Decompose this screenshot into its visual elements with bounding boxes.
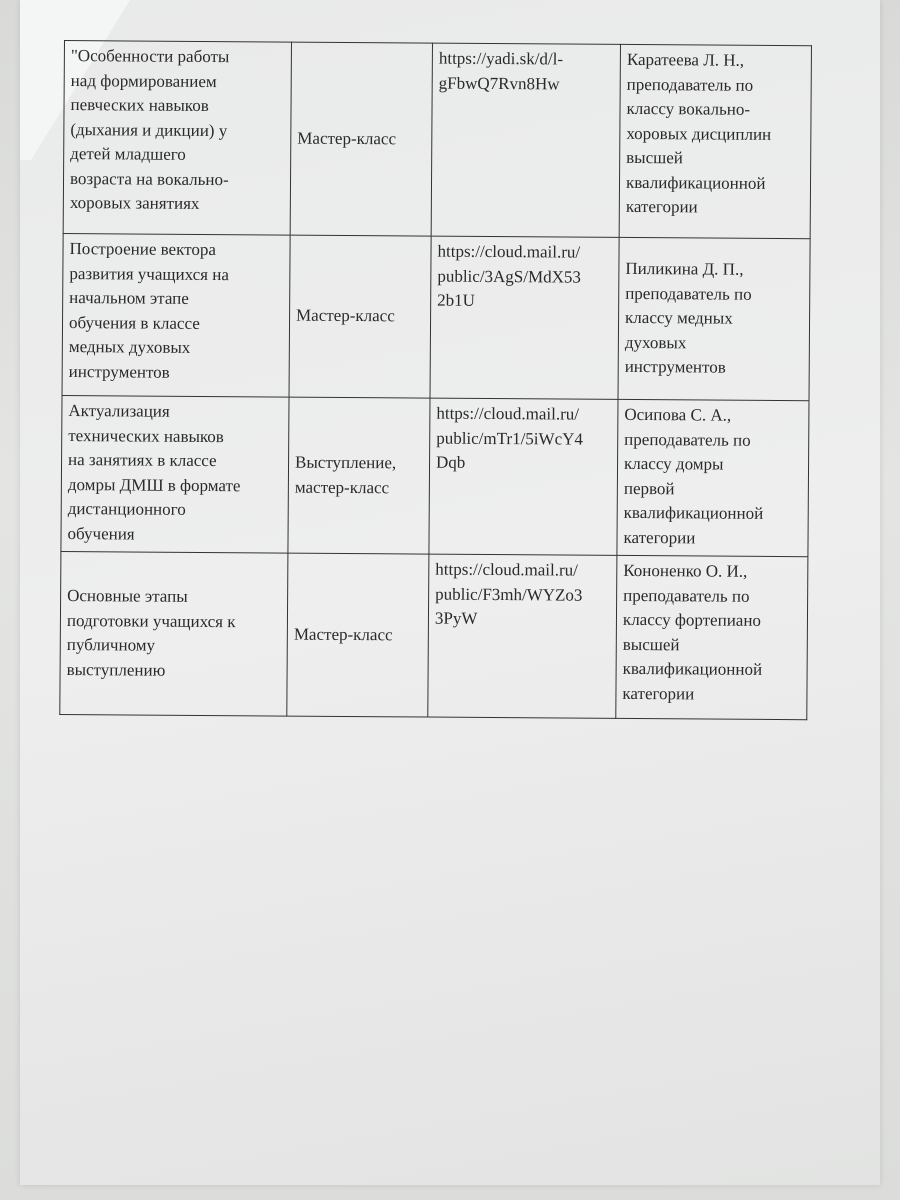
topic-cell: "Особенности работы над формированием пе… [63, 40, 292, 236]
topic-cell: Построение вектора развития учащихся на … [62, 233, 291, 398]
link-cell: https://cloud.mail.ru/ public/3AgS/MdX53… [430, 236, 620, 400]
link-cell: https://cloud.mail.ru/ public/F3mh/WYZo3… [427, 554, 617, 719]
table-row: "Особенности работы над формированием пе… [63, 40, 812, 239]
table-row: Актуализация технических навыков на заня… [60, 395, 809, 557]
author-cell: Кононенко О. И., преподаватель по классу… [615, 555, 808, 720]
events-table: "Особенности работы над формированием пе… [59, 40, 812, 720]
topic-cell: Основные этапы подготовки учащихся к пуб… [59, 551, 288, 717]
author-cell: Осипова С. А., преподаватель по классу д… [616, 399, 809, 557]
format-cell: Выступление, мастер-класс [287, 397, 431, 555]
format-cell: Мастер-класс [289, 235, 432, 399]
author-cell: Каратеева Л. Н., преподаватель по классу… [619, 44, 812, 239]
format-cell: Мастер-класс [290, 42, 433, 237]
document-page [20, 0, 880, 1185]
author-cell: Пиликина Д. П., преподаватель по классу … [618, 237, 811, 401]
format-cell: Мастер-класс [286, 553, 429, 718]
link-cell: https://yadi.sk/d/l- gFbwQ7Rvn8Hw [431, 43, 621, 238]
topic-cell: Актуализация технических навыков на заня… [60, 395, 290, 554]
table-row: Построение вектора развития учащихся на … [62, 233, 811, 401]
table-row: Основные этапы подготовки учащихся к пуб… [59, 551, 808, 720]
link-cell: https://cloud.mail.ru/ public/mTr1/5iWcY… [428, 398, 619, 556]
